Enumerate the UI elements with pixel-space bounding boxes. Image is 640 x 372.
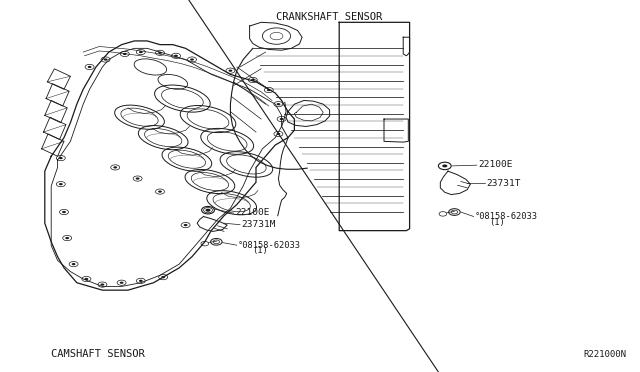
Circle shape [136, 177, 140, 180]
Circle shape [65, 237, 69, 239]
Text: (1): (1) [490, 218, 506, 227]
Circle shape [205, 209, 211, 212]
Text: 22100E: 22100E [235, 208, 269, 217]
Text: °08158-62033: °08158-62033 [238, 241, 301, 250]
Circle shape [139, 280, 143, 282]
Circle shape [139, 51, 143, 53]
Circle shape [184, 224, 188, 226]
Circle shape [84, 278, 88, 280]
Circle shape [62, 211, 66, 213]
Circle shape [280, 118, 284, 120]
Text: 23731M: 23731M [241, 220, 276, 229]
Circle shape [104, 58, 108, 61]
Circle shape [158, 52, 162, 54]
Circle shape [161, 276, 165, 278]
Text: °08158-62033: °08158-62033 [475, 212, 538, 221]
Circle shape [158, 190, 162, 193]
Text: CRANKSHAFT SENSOR: CRANKSHAFT SENSOR [276, 12, 383, 22]
Circle shape [267, 89, 271, 91]
Circle shape [206, 209, 210, 211]
Circle shape [442, 164, 447, 167]
Text: 23731T: 23731T [486, 179, 521, 187]
Circle shape [59, 157, 63, 159]
Circle shape [72, 263, 76, 265]
Circle shape [100, 283, 104, 286]
Text: (1): (1) [252, 246, 268, 255]
Text: 22100E: 22100E [478, 160, 513, 169]
Circle shape [190, 58, 194, 61]
Circle shape [251, 79, 255, 81]
Text: R221000N: R221000N [583, 350, 626, 359]
Circle shape [276, 133, 280, 135]
Circle shape [123, 53, 127, 55]
Circle shape [120, 282, 124, 284]
Circle shape [59, 183, 63, 185]
Text: CAMSHAFT SENSOR: CAMSHAFT SENSOR [51, 349, 145, 359]
Circle shape [228, 70, 232, 72]
Circle shape [276, 103, 280, 105]
Circle shape [113, 166, 117, 169]
Circle shape [174, 55, 178, 57]
Circle shape [88, 66, 92, 68]
